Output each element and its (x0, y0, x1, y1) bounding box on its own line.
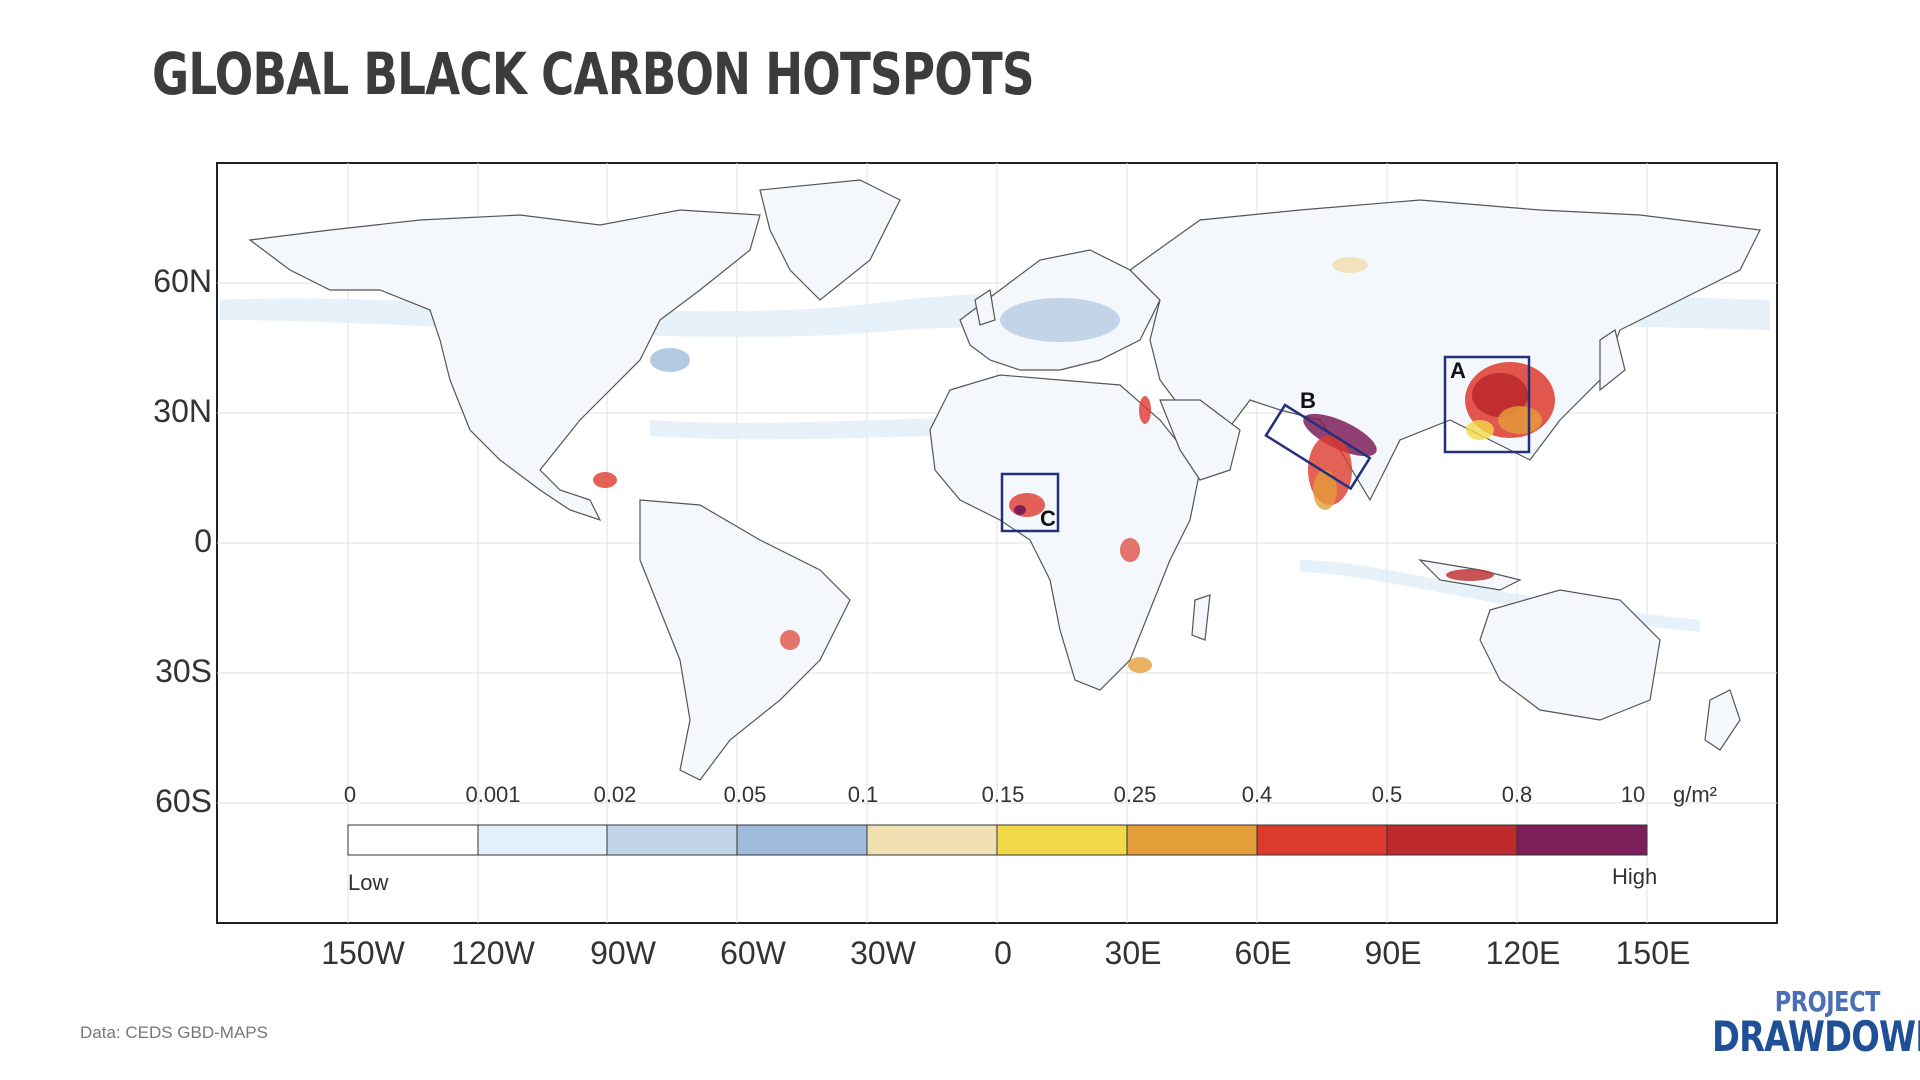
region-label-b: B (1300, 388, 1316, 413)
legend-unit: g/m² (1673, 782, 1717, 807)
legend-tick: 0.02 (593, 782, 637, 807)
lon-label-150e: 150E (1615, 935, 1691, 971)
lon-label-90e: 90E (1364, 935, 1422, 971)
lon-label-60e: 60E (1234, 935, 1292, 971)
lon-label-120e: 120E (1485, 935, 1561, 971)
legend-tick: 0.25 (1113, 782, 1157, 807)
lon-label-0: 0 (994, 935, 1012, 971)
north-america (248, 209, 761, 522)
lon-label-150w: 150W (321, 935, 405, 971)
logo-line-2: DRAWDOWN (1712, 1012, 1920, 1061)
australia (1479, 589, 1661, 721)
region-boxes (1000, 355, 1531, 533)
region-box-b (1264, 403, 1372, 491)
legend-tick: 0.8 (1501, 782, 1533, 807)
legend-tick: 0.15 (981, 782, 1025, 807)
project-drawdown-logo: PROJECT DRAWDOWN (1670, 985, 1920, 1061)
south-america (639, 499, 851, 781)
legend-tick: 0.5 (1371, 782, 1403, 807)
lon-label-30e: 30E (1104, 935, 1162, 971)
legend-color-bar (347, 824, 1648, 856)
legend-tick: 10 (1620, 782, 1646, 807)
new-zealand (1704, 689, 1741, 751)
page-title: GLOBAL BLACK CARBON HOTSPOTS (152, 40, 1035, 108)
land-masses (248, 179, 1761, 781)
lat-label-30n: 30N (153, 393, 212, 429)
region-box-c (1000, 472, 1060, 533)
emission-hotspots (593, 257, 1555, 673)
lon-label-30w: 30W (850, 935, 916, 971)
region-label-c: C (1040, 506, 1056, 531)
africa (929, 374, 1201, 691)
lat-label-equator: 0 (194, 523, 212, 559)
logo-line-1: PROJECT (1774, 985, 1881, 1018)
madagascar (1191, 594, 1211, 641)
uk (974, 288, 996, 326)
legend-tick: 0.1 (847, 782, 879, 807)
lat-label-30s: 30S (155, 653, 212, 689)
region-box-a (1443, 355, 1531, 454)
legend-tick: 0 (343, 782, 357, 807)
lat-label-60s: 60S (155, 783, 212, 819)
lat-label-60n: 60N (153, 263, 212, 299)
lon-label-90w: 90W (590, 935, 656, 971)
legend-tick: 0.05 (723, 782, 767, 807)
region-label-a: A (1450, 358, 1466, 383)
greenland (759, 179, 901, 301)
lon-label-60w: 60W (720, 935, 786, 971)
legend-tick: 0.4 (1241, 782, 1273, 807)
arabia (1159, 399, 1241, 481)
legend-high-label: High (1612, 864, 1658, 889)
lon-label-120w: 120W (451, 935, 535, 971)
japan (1599, 329, 1626, 392)
data-source-note: Data: CEDS GBD-MAPS (80, 1023, 268, 1042)
legend-low-label: Low (348, 870, 389, 895)
legend-tick: 0.001 (465, 782, 521, 807)
